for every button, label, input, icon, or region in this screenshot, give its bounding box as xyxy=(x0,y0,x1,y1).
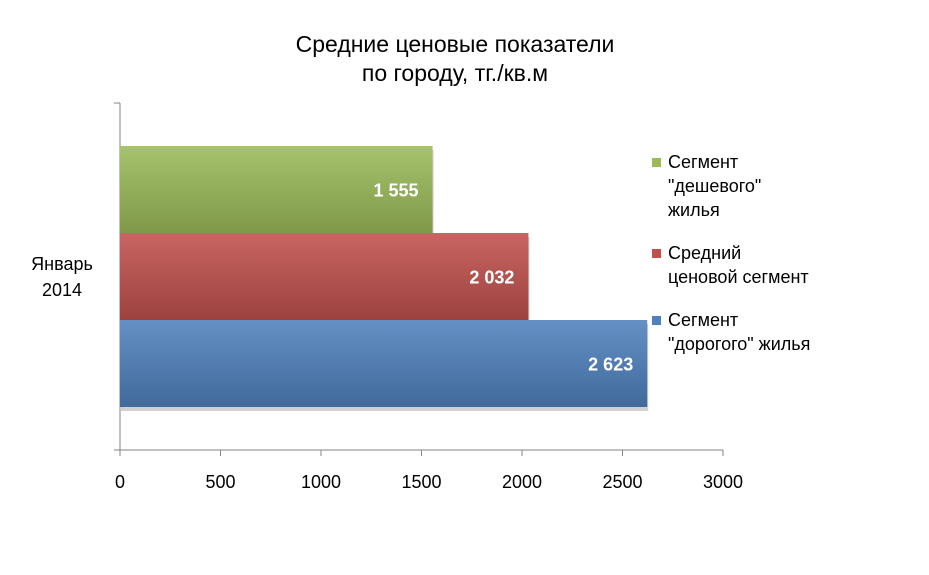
chart-title: Средние ценовые показатели по городу, тг… xyxy=(230,30,680,88)
category-label: Январь 2014 xyxy=(31,254,93,300)
legend-label-middle: Средний ценовой сегмент xyxy=(668,243,809,287)
x-tick-label: 1000 xyxy=(301,472,341,492)
legend-swatch-middle xyxy=(652,249,661,258)
chart-title-line-2: по городу, тг./кв.м xyxy=(361,60,549,86)
legend-swatch-cheap xyxy=(652,158,661,167)
chart-title-line-1: Средние ценовые показатели xyxy=(295,31,615,57)
x-tick-label: 2500 xyxy=(602,472,642,492)
bar xyxy=(120,320,648,407)
x-tick-label: 0 xyxy=(115,472,125,492)
legend-item-cheap: Сегмент "дешевого" жилья xyxy=(652,150,912,222)
x-tick-label: 3000 xyxy=(703,472,743,492)
data-label: 1 555 xyxy=(374,181,419,201)
bar xyxy=(120,233,529,320)
legend-label-cheap: Сегмент "дешевого" жилья xyxy=(668,152,762,220)
legend-label-expensive: Сегмент "дорогого" жилья xyxy=(668,310,811,354)
legend-item-middle: Средний ценовой сегмент xyxy=(652,241,912,289)
legend-item-expensive: Сегмент "дорогого" жилья xyxy=(652,308,912,356)
legend: Сегмент "дешевого" жилья Средний ценовой… xyxy=(652,150,912,375)
x-tick-label: 500 xyxy=(205,472,235,492)
bar xyxy=(120,146,433,233)
x-tick-label: 2000 xyxy=(502,472,542,492)
legend-swatch-expensive xyxy=(652,316,661,325)
data-label: 2 623 xyxy=(588,355,633,375)
x-tick-label: 1500 xyxy=(401,472,441,492)
data-label: 2 032 xyxy=(469,268,514,288)
